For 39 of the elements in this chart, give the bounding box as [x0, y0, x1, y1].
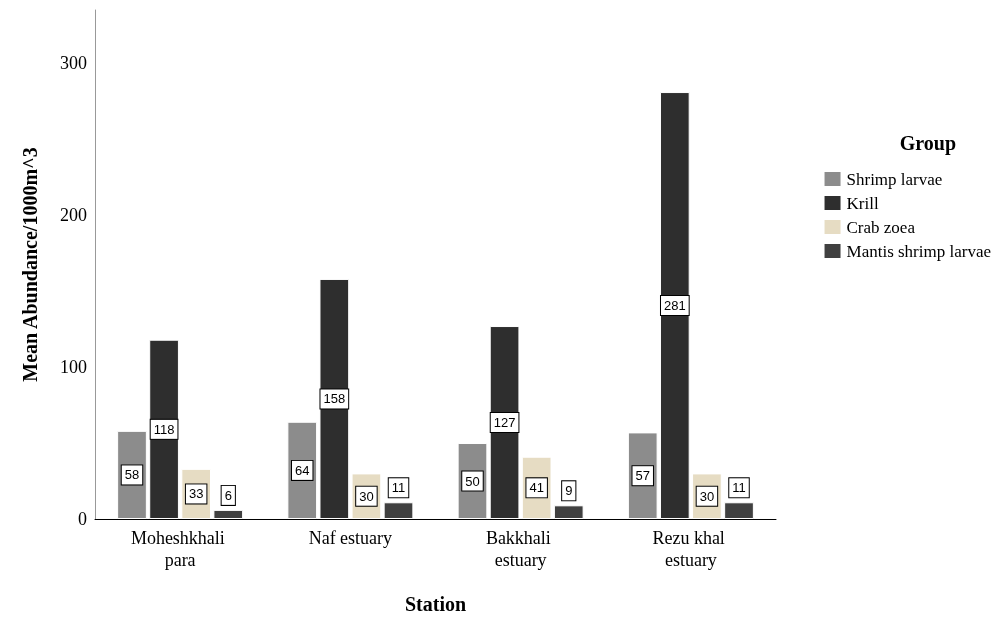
legend-title: Group — [899, 132, 957, 155]
y-tick-label: 200 — [60, 205, 87, 226]
data-label: 64 — [295, 462, 310, 478]
legend-label: Mantis shrimp larvae — [846, 241, 991, 261]
x-tick-label: Naf estuary — [308, 528, 393, 548]
y-tick-label: 300 — [60, 53, 87, 74]
data-label: 58 — [124, 467, 140, 483]
x-tick-label: Rezu khal estuary — [652, 528, 730, 570]
legend-label: Krill — [846, 193, 879, 213]
data-label: 11 — [732, 480, 746, 496]
data-label: 118 — [153, 421, 175, 437]
data-label: 11 — [391, 480, 406, 496]
bar — [724, 502, 754, 519]
x-axis-title: Station — [404, 593, 467, 615]
bar — [553, 505, 584, 519]
data-label: 6 — [224, 487, 232, 503]
data-label: 57 — [635, 468, 650, 484]
data-label: 158 — [323, 391, 346, 407]
y-tick-label: 0 — [78, 509, 87, 529]
data-label: 9 — [565, 483, 573, 499]
bar — [489, 326, 520, 519]
bar — [383, 502, 414, 519]
y-tick-label: 100 — [60, 357, 87, 378]
x-tick-label: Moheshkhali para — [130, 528, 230, 570]
bar — [319, 278, 350, 519]
data-label: 30 — [699, 488, 715, 504]
legend-label: Shrimp larvae — [846, 169, 943, 189]
bar — [659, 92, 690, 519]
x-tick-label: Bakkhali estuary — [485, 528, 556, 570]
data-label: 33 — [188, 486, 204, 502]
legend-label: Crab zoea — [846, 217, 916, 237]
data-label: 281 — [663, 298, 686, 314]
bar — [149, 339, 179, 519]
data-label: 41 — [529, 480, 544, 496]
bar — [213, 509, 244, 519]
y-axis-title: Mean Abundance/1000m^3 — [19, 147, 41, 382]
data-label: 50 — [465, 473, 480, 489]
data-label: 30 — [359, 488, 374, 504]
data-label: 127 — [493, 415, 516, 431]
